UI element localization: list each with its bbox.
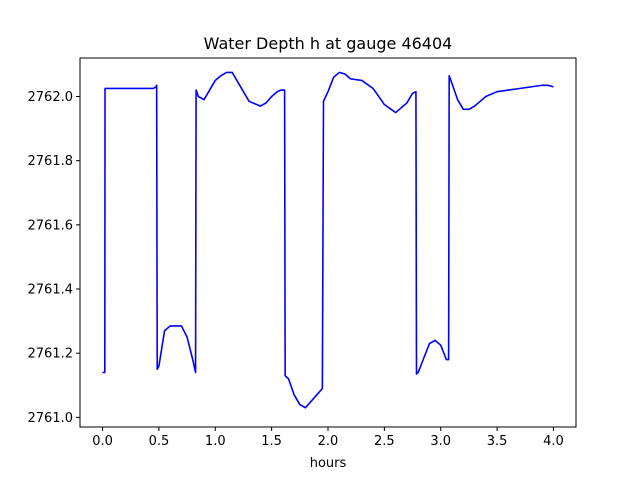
x-tick-label: 0.5 [149, 434, 170, 449]
x-tick-label: 2.5 [374, 434, 395, 449]
x-tick-label: 1.0 [205, 434, 226, 449]
y-tick-label: 2761.4 [28, 283, 74, 298]
x-tick-label: 0.0 [92, 434, 113, 449]
y-tick-label: 2762.0 [28, 90, 74, 105]
chart-title: Water Depth h at gauge 46404 [204, 34, 453, 53]
x-tick-label: 2.0 [318, 434, 339, 449]
y-tick-label: 2761.8 [28, 154, 74, 169]
x-tick-label: 3.0 [430, 434, 451, 449]
x-axis-label: hours [310, 456, 347, 471]
plot-area-background [80, 58, 576, 427]
x-tick-label: 3.5 [487, 434, 508, 449]
plot-frame [79, 57, 577, 428]
y-axis: 2761.0 2761.2 2761.4 2761.6 2761.8 2762.0 [28, 90, 80, 426]
x-axis: 0.0 0.5 1.0 1.5 2.0 2.5 3.0 3.5 4.0 [92, 427, 564, 449]
y-tick-label: 2761.2 [28, 347, 74, 362]
y-tick-label: 2761.0 [28, 411, 74, 426]
x-tick-label: 1.5 [261, 434, 282, 449]
x-tick-label: 4.0 [543, 434, 564, 449]
series-line [102, 71, 554, 409]
y-tick-label: 2761.6 [28, 218, 74, 233]
